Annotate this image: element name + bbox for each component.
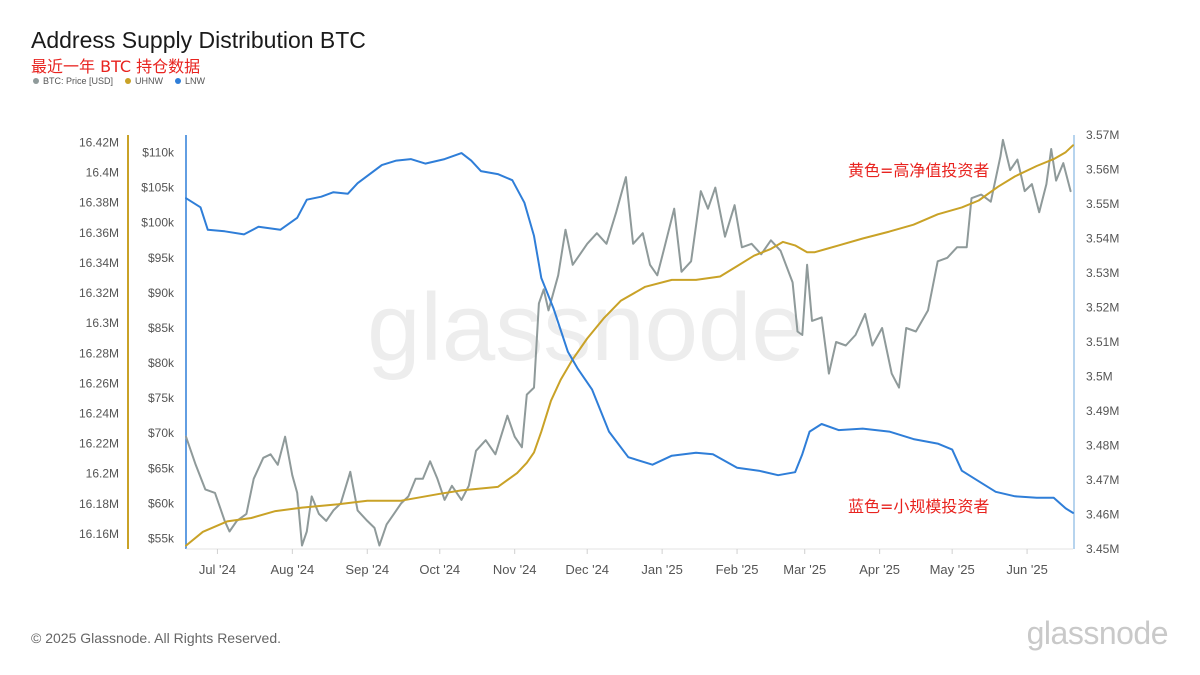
legend-item-uhnw[interactable]: UHNW [125, 76, 163, 86]
chart-title: Address Supply Distribution BTC [31, 27, 366, 53]
lnw-tick-label: 16.28M [79, 346, 119, 360]
price-tick-label: $70k [148, 426, 175, 440]
uhnw-tick-label: 3.48M [1086, 439, 1119, 453]
uhnw-tick-label: 3.51M [1086, 335, 1119, 349]
x-tick-label: Jan '25 [641, 562, 683, 577]
price-tick-label: $60k [148, 496, 175, 510]
price-tick-label: $100k [141, 216, 175, 230]
legend-dot-uhnw [125, 78, 132, 84]
legend-item-price[interactable]: BTC: Price [USD] [33, 76, 113, 86]
price-tick-label: $105k [141, 181, 175, 195]
glassnode-logo: glassnode [1026, 615, 1169, 651]
lnw-tick-label: 16.42M [79, 136, 119, 150]
lnw-tick-label: 16.2M [86, 467, 119, 481]
x-tick-label: May '25 [930, 562, 975, 577]
legend-label-price: BTC: Price [USD] [43, 76, 114, 86]
x-tick-label: Jun '25 [1006, 562, 1048, 577]
legend-dot-price [33, 78, 39, 84]
uhnw-tick-label: 3.46M [1086, 508, 1119, 522]
lnw-tick-label: 16.26M [79, 376, 119, 390]
series-line-lnw [185, 152, 1074, 514]
lnw-tick-label: 16.3M [86, 316, 119, 330]
x-tick-label: Oct '24 [419, 562, 460, 577]
uhnw-tick-label: 3.49M [1086, 404, 1119, 418]
lnw-tick-label: 16.16M [79, 527, 119, 541]
price-tick-label: $110k [142, 146, 175, 160]
price-tick-label: $75k [148, 391, 175, 405]
uhnw-tick-label: 3.55M [1086, 197, 1119, 211]
uhnw-tick-label: 3.5M [1086, 370, 1113, 384]
lnw-tick-label: 16.38M [79, 196, 119, 210]
price-tick-label: $80k [148, 356, 175, 370]
uhnw-tick-label: 3.47M [1086, 473, 1119, 487]
legend-label-lnw: LNW [185, 76, 206, 86]
uhnw-tick-label: 3.52M [1086, 301, 1119, 315]
x-tick-label: Aug '24 [270, 562, 314, 577]
uhnw-tick-label: 3.56M [1086, 163, 1119, 177]
series-line-uhnw [185, 144, 1074, 547]
lnw-tick-label: 16.32M [79, 286, 119, 300]
lnw-tick-label: 16.4M [86, 166, 119, 180]
price-tick-label: $90k [148, 286, 175, 300]
uhnw-tick-label: 3.54M [1086, 232, 1119, 246]
uhnw-tick-label: 3.45M [1086, 542, 1119, 556]
x-tick-label: Apr '25 [859, 562, 900, 577]
price-tick-label: $95k [148, 251, 175, 265]
annotation-lnw: 蓝色=小规模投资者 [848, 497, 989, 516]
x-tick-label: Mar '25 [783, 562, 826, 577]
legend-dot-lnw [175, 78, 182, 84]
lnw-tick-label: 16.36M [79, 226, 119, 240]
axes: 16.16M 16.18M 16.2M 16.22M 16.24M 16.26M 16.28… [79, 128, 1119, 577]
x-tick-label: Sep '24 [345, 562, 389, 577]
lnw-tick-label: 16.18M [79, 497, 119, 511]
price-tick-label: $55k [148, 531, 175, 545]
series-layer [185, 138, 1074, 547]
uhnw-tick-label: 3.57M [1086, 128, 1119, 142]
x-tick-label: Jul '24 [199, 562, 236, 577]
copyright: © 2025 Glassnode. All Rights Reserved. [31, 630, 282, 646]
x-tick-label: Nov '24 [493, 562, 537, 577]
watermark: glassnode [367, 274, 805, 381]
uhnw-tick-label: 3.53M [1086, 266, 1119, 280]
price-tick-label: $85k [148, 321, 175, 335]
chart-subtitle: 最近一年 BTC 持仓数据 [31, 57, 201, 76]
legend: BTC: Price [USD] UHNW LNW [33, 76, 205, 86]
x-tick-label: Dec '24 [565, 562, 609, 577]
annotation-uhnw: 黄色=高净值投资者 [848, 161, 989, 180]
lnw-tick-label: 16.22M [79, 437, 119, 451]
price-tick-label: $65k [148, 461, 175, 475]
legend-label-uhnw: UHNW [135, 76, 164, 86]
x-tick-label: Feb '25 [716, 562, 759, 577]
legend-item-lnw[interactable]: LNW [175, 76, 205, 86]
series-line-btc-price-usd [185, 138, 1072, 547]
lnw-tick-label: 16.24M [79, 407, 119, 421]
lnw-tick-label: 16.34M [79, 256, 119, 270]
